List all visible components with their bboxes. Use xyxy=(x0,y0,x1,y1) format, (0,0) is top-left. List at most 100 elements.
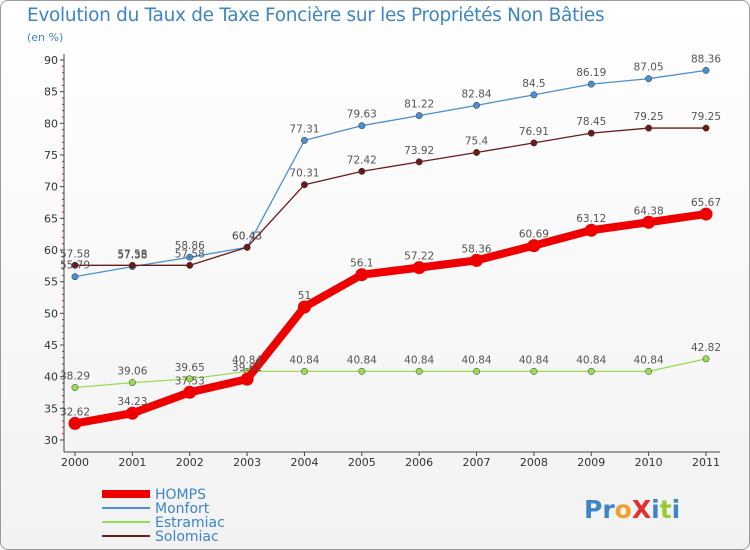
y-tick-label: 80 xyxy=(44,117,58,130)
x-tick-label: 2010 xyxy=(635,456,663,469)
x-tick-label: 2006 xyxy=(405,456,433,469)
x-tick-label: 2003 xyxy=(233,456,261,469)
data-point xyxy=(301,136,308,144)
data-point xyxy=(587,80,595,88)
chart-title: Evolution du Taux de Taxe Foncière sur l… xyxy=(27,5,605,26)
data-point xyxy=(587,367,595,375)
data-point xyxy=(301,181,308,189)
data-point xyxy=(68,416,82,430)
series-line-monfort xyxy=(74,69,707,278)
data-point xyxy=(527,239,541,253)
y-tick-label: 65 xyxy=(44,212,58,225)
data-point xyxy=(587,129,595,137)
x-tick-label: 2008 xyxy=(520,456,548,469)
data-point xyxy=(297,300,311,314)
x-tick-label: 2002 xyxy=(176,456,204,469)
data-point xyxy=(71,273,79,281)
data-label: 84.5 xyxy=(522,78,545,90)
data-label: 82.84 xyxy=(462,88,492,100)
y-tick-label: 60 xyxy=(44,244,58,257)
data-point xyxy=(584,223,598,237)
data-label: 40.84 xyxy=(576,354,606,366)
y-tick-label: 55 xyxy=(44,276,58,289)
data-label: 40.84 xyxy=(347,354,377,366)
data-label: 60.43 xyxy=(232,230,262,242)
data-point xyxy=(473,149,480,156)
series-line-estramiac xyxy=(74,358,707,389)
data-point xyxy=(530,91,538,99)
data-label: 39.61 xyxy=(232,362,262,374)
y-tick-label: 85 xyxy=(44,86,58,99)
data-label: 40.84 xyxy=(404,354,434,366)
data-label: 57.22 xyxy=(404,251,434,263)
data-point xyxy=(186,261,194,269)
x-tick-label: 2005 xyxy=(348,456,376,469)
data-point xyxy=(645,367,653,375)
data-label: 87.05 xyxy=(634,62,664,74)
data-point xyxy=(240,372,254,386)
data-label: 76.91 xyxy=(519,126,549,138)
series-line-solomiac xyxy=(75,127,706,266)
y-tick-label: 70 xyxy=(44,181,58,194)
data-point xyxy=(358,122,366,130)
data-label: 79.63 xyxy=(347,109,377,121)
legend-label: Estramiac xyxy=(155,515,225,531)
data-point xyxy=(183,385,197,399)
data-label: 38.29 xyxy=(60,370,90,382)
data-point xyxy=(412,261,426,275)
data-label: 65.67 xyxy=(691,197,721,209)
data-point xyxy=(530,367,538,375)
x-tick-label: 2011 xyxy=(692,456,720,469)
data-point xyxy=(530,139,538,147)
data-point xyxy=(186,375,194,383)
data-label: 34.23 xyxy=(117,396,147,408)
y-tick-label: 90 xyxy=(44,54,58,67)
data-label: 70.31 xyxy=(289,168,319,180)
data-label: 40.84 xyxy=(519,354,549,366)
y-tick-label: 30 xyxy=(44,434,58,447)
data-point xyxy=(128,261,136,269)
data-label: 40.84 xyxy=(634,354,664,366)
data-point xyxy=(243,243,251,251)
proxiti-logo: ProXiti xyxy=(584,495,680,524)
legend-label: Monfort xyxy=(155,501,210,517)
x-tick-label: 2007 xyxy=(463,456,491,469)
data-label: 32.62 xyxy=(60,406,90,418)
data-point xyxy=(470,253,484,267)
data-label: 64.38 xyxy=(634,205,664,217)
data-label: 57.58 xyxy=(117,248,147,260)
data-point xyxy=(186,253,194,261)
data-label: 39.65 xyxy=(175,362,205,374)
data-point xyxy=(301,367,308,375)
data-point xyxy=(71,261,79,269)
data-label: 40.84 xyxy=(462,354,492,366)
data-point xyxy=(699,207,713,221)
data-label: 72.42 xyxy=(347,154,377,166)
data-label: 42.82 xyxy=(691,342,721,354)
data-point xyxy=(71,384,79,391)
data-label: 55.79 xyxy=(60,260,90,272)
data-point xyxy=(415,367,423,375)
data-label: 58.86 xyxy=(175,240,205,252)
data-label: 57.58 xyxy=(175,248,205,260)
data-label: 79.25 xyxy=(634,111,664,123)
y-tick-label: 50 xyxy=(44,307,58,320)
data-label: 57.38 xyxy=(117,250,147,262)
data-point xyxy=(702,124,710,132)
y-tick-label: 75 xyxy=(44,149,58,162)
data-point xyxy=(702,66,710,74)
data-point xyxy=(415,158,423,166)
x-tick-label: 2009 xyxy=(577,456,605,469)
data-label: 77.31 xyxy=(289,123,319,135)
data-label: 81.22 xyxy=(404,99,434,111)
data-point xyxy=(645,75,653,83)
data-point xyxy=(473,101,480,109)
y-tick-label: 45 xyxy=(44,339,58,352)
data-point xyxy=(125,406,139,420)
data-label: 75.4 xyxy=(465,135,489,147)
data-point xyxy=(128,379,136,387)
data-label: 79.25 xyxy=(691,111,721,123)
data-point xyxy=(358,167,366,175)
data-label: 37.53 xyxy=(175,375,205,387)
